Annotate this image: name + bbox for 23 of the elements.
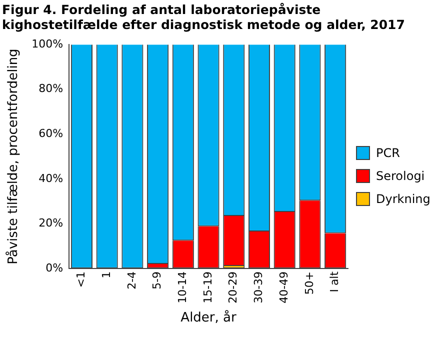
y-tick-label: 20% (38, 216, 64, 230)
x-tick-label: I alt (328, 270, 342, 292)
chart-title: Figur 4. Fordeling af antal laboratoriepåviste kighostetilfælde efter diagnostisk metode og alder, 2017 (2, 2, 406, 32)
x-tick-label: 30-39 (252, 271, 266, 304)
y-tick-label: 100% (32, 37, 64, 50)
x-tick-label: <1 (74, 271, 88, 288)
y-tick-label: 0% (46, 261, 64, 274)
x-tick-label: 5-9 (150, 271, 164, 290)
x-tick-label: 10-14 (176, 271, 190, 304)
x-tick-label: 2-4 (125, 271, 138, 290)
x-tick-label: 15-19 (201, 271, 214, 304)
x-tick-label: 50+ (302, 271, 316, 295)
y-tick-label: 80% (38, 82, 64, 96)
y-axis-title: Påviste tilfælde, procentfordeling (5, 48, 22, 264)
legend-label: Dyrkning (376, 192, 430, 206)
x-tick-label: 40-49 (277, 271, 290, 304)
x-tick-label: 20-29 (226, 271, 240, 304)
y-tick-label: 60% (38, 126, 64, 140)
legend-label: Serologi (376, 169, 425, 183)
y-tick-label: 40% (38, 172, 64, 185)
text: PCR (376, 146, 400, 160)
x-axis-title: Alder, år (180, 310, 238, 326)
x-tick-label: 1 (100, 271, 113, 278)
